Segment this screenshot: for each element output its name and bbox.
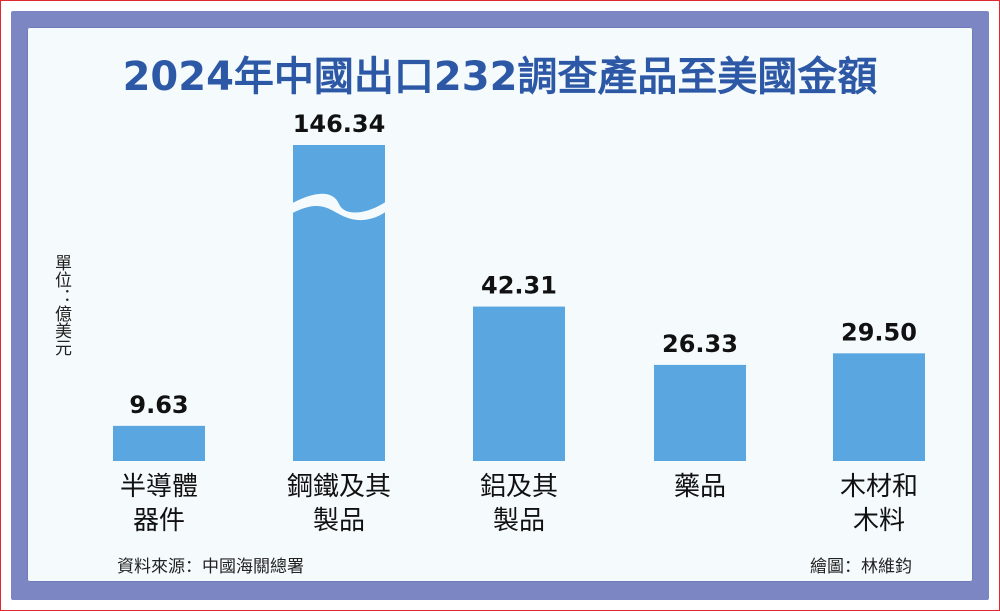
category-label-3: 藥品 [630,470,770,504]
source-note: 資料來源：中國海關總署 [117,557,304,577]
category-label-line: 鋁及其 [479,472,558,502]
bar-4 [833,353,925,461]
bar-2 [473,306,565,461]
bar-3 [654,364,746,461]
category-label-0: 半導體 器件 [89,470,229,538]
unit-label: 單位：億美元 [51,254,71,356]
category-label-line: 製品 [312,506,365,536]
category-label-2: 鋁及其 製品 [449,470,589,538]
category-label-line: 製品 [492,506,545,536]
category-label-line: 鋼鐵及其 [286,472,391,502]
category-label-line: 木材和 [839,472,918,502]
category-label-1: 鋼鐵及其 製品 [269,470,409,538]
chart-title: 2024年中國出口232調查產品至美國金額 [122,54,878,100]
value-label-0: 9.63 [129,391,188,419]
axis-break-wave [287,193,391,221]
category-label-line: 木料 [852,506,905,536]
bar-1 [293,145,385,461]
category-label-line: 半導體 [119,472,198,502]
value-label-4: 29.50 [841,318,917,346]
value-label-1: 146.34 [293,110,386,138]
category-label-line: 器件 [132,506,185,536]
category-label-line: 藥品 [673,472,726,502]
chart-panel [27,27,973,582]
value-label-3: 26.33 [662,330,738,358]
bar-0 [113,425,205,461]
category-label-4: 木材和 木料 [809,470,949,538]
credit-note: 繪圖：林維鈞 [810,557,912,577]
value-label-2: 42.31 [481,272,557,300]
